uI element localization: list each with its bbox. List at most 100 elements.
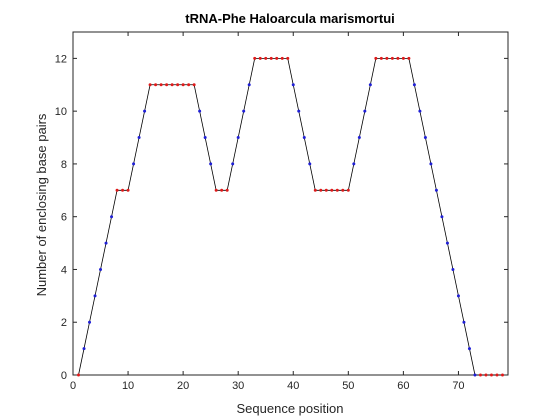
chart-title: tRNA-Phe Haloarcula marismortui bbox=[185, 11, 395, 26]
unpaired-point bbox=[258, 56, 262, 60]
unpaired-point bbox=[346, 188, 350, 192]
paired-point bbox=[104, 241, 108, 245]
unpaired-point bbox=[484, 373, 488, 377]
x-tick-label: 30 bbox=[232, 380, 244, 392]
x-tick-label: 10 bbox=[122, 380, 134, 392]
paired-point bbox=[418, 109, 422, 113]
unpaired-point bbox=[253, 56, 257, 60]
paired-point bbox=[198, 109, 202, 113]
unpaired-point bbox=[159, 83, 163, 87]
paired-point bbox=[445, 241, 449, 245]
paired-point bbox=[451, 267, 455, 271]
unpaired-point bbox=[115, 188, 119, 192]
y-tick-label: 8 bbox=[61, 159, 67, 171]
unpaired-point bbox=[121, 188, 125, 192]
x-tick-label: 20 bbox=[177, 380, 189, 392]
y-tick-label: 2 bbox=[61, 317, 67, 329]
paired-point bbox=[467, 347, 471, 351]
unpaired-point bbox=[154, 83, 158, 87]
unpaired-point bbox=[192, 83, 196, 87]
y-axis-label: Number of enclosing base pairs bbox=[34, 113, 49, 296]
paired-point bbox=[132, 162, 136, 166]
paired-point bbox=[242, 109, 246, 113]
unpaired-point bbox=[170, 83, 174, 87]
unpaired-point bbox=[165, 83, 169, 87]
unpaired-point bbox=[176, 83, 180, 87]
unpaired-point bbox=[275, 56, 279, 60]
unpaired-point bbox=[379, 56, 383, 60]
y-tick-label: 10 bbox=[55, 106, 67, 118]
paired-point bbox=[297, 109, 301, 113]
paired-point bbox=[429, 162, 433, 166]
unpaired-point bbox=[489, 373, 493, 377]
x-axis-ticks: 0 10 20 30 40 50 60 70 bbox=[70, 32, 465, 392]
unpaired-point bbox=[500, 373, 504, 377]
unpaired-point bbox=[77, 373, 81, 377]
unpaired-point bbox=[495, 373, 499, 377]
paired-point bbox=[82, 347, 86, 351]
paired-point bbox=[363, 109, 367, 113]
x-tick-label: 60 bbox=[397, 380, 409, 392]
paired-point bbox=[291, 83, 295, 87]
y-tick-label: 0 bbox=[61, 370, 67, 382]
series bbox=[78, 57, 503, 376]
paired-point bbox=[247, 83, 251, 87]
paired-point bbox=[88, 320, 92, 324]
paired-point bbox=[99, 267, 103, 271]
y-tick-label: 6 bbox=[61, 212, 67, 224]
unpaired-point bbox=[401, 56, 405, 60]
data-points bbox=[77, 56, 504, 377]
unpaired-point bbox=[187, 83, 191, 87]
unpaired-point bbox=[385, 56, 389, 60]
paired-point bbox=[302, 136, 306, 140]
unpaired-point bbox=[286, 56, 290, 60]
paired-point bbox=[462, 320, 466, 324]
axes bbox=[72, 31, 509, 376]
paired-point bbox=[357, 136, 361, 140]
paired-point bbox=[110, 215, 114, 219]
x-tick-label: 0 bbox=[70, 380, 76, 392]
x-tick-label: 50 bbox=[342, 380, 354, 392]
unpaired-point bbox=[313, 188, 317, 192]
paired-point bbox=[456, 294, 460, 298]
y-axis-ticks: 0 2 4 6 8 10 12 bbox=[55, 53, 508, 382]
axes-box bbox=[72, 31, 509, 376]
unpaired-point bbox=[214, 188, 218, 192]
unpaired-point bbox=[330, 188, 334, 192]
paired-point bbox=[423, 136, 427, 140]
paired-point bbox=[231, 162, 235, 166]
x-tick-label: 40 bbox=[287, 380, 299, 392]
unpaired-point bbox=[264, 56, 268, 60]
x-tick-label: 70 bbox=[452, 380, 464, 392]
paired-point bbox=[143, 109, 147, 113]
unpaired-point bbox=[341, 188, 345, 192]
unpaired-point bbox=[407, 56, 411, 60]
paired-point bbox=[440, 215, 444, 219]
unpaired-point bbox=[319, 188, 323, 192]
paired-point bbox=[368, 83, 372, 87]
paired-point bbox=[473, 373, 477, 377]
unpaired-point bbox=[324, 188, 328, 192]
paired-point bbox=[412, 83, 416, 87]
unpaired-point bbox=[225, 188, 229, 192]
unpaired-point bbox=[374, 56, 378, 60]
y-tick-label: 12 bbox=[55, 53, 67, 65]
paired-point bbox=[308, 162, 312, 166]
x-axis-label: Sequence position bbox=[237, 401, 344, 416]
plot-area bbox=[73, 32, 508, 375]
unpaired-point bbox=[181, 83, 185, 87]
unpaired-point bbox=[269, 56, 273, 60]
unpaired-point bbox=[220, 188, 224, 192]
paired-point bbox=[203, 136, 207, 140]
paired-point bbox=[434, 188, 438, 192]
paired-point bbox=[209, 162, 213, 166]
paired-point bbox=[352, 162, 356, 166]
unpaired-point bbox=[335, 188, 339, 192]
unpaired-point bbox=[126, 188, 130, 192]
y-tick-label: 4 bbox=[61, 264, 67, 276]
unpaired-point bbox=[478, 373, 482, 377]
unpaired-point bbox=[148, 83, 152, 87]
unpaired-point bbox=[280, 56, 284, 60]
unpaired-point bbox=[390, 56, 394, 60]
